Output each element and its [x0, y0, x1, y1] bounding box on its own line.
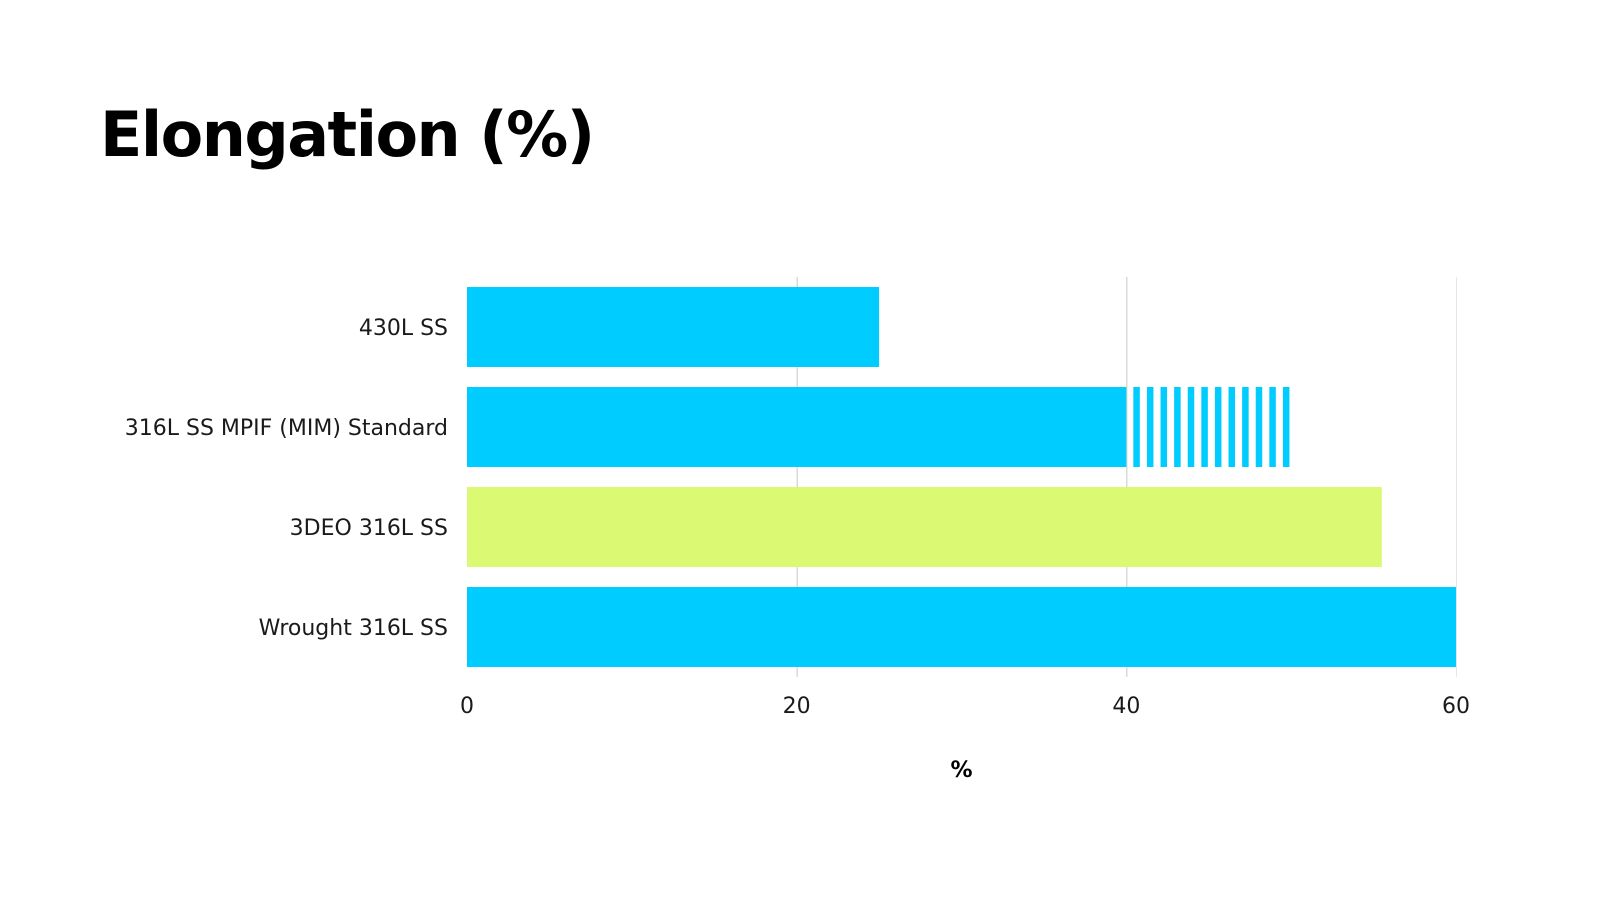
extension-stripe — [1187, 387, 1195, 467]
category-label-3deo-316l-ss: 3DEO 316L SS — [290, 516, 448, 541]
x-tick-label: 0 — [460, 694, 474, 719]
bar-3deo-316l-ss — [467, 487, 1382, 567]
extension-stripe — [1174, 387, 1181, 467]
x-tick-label: 40 — [1112, 694, 1140, 719]
extension-stripe — [1201, 387, 1208, 467]
extension-stripe — [1146, 387, 1154, 467]
category-label-wrought-316l-ss: Wrought 316L SS — [259, 616, 448, 641]
x-tick-label: 60 — [1442, 694, 1470, 719]
extension-stripe — [1242, 387, 1249, 467]
extension-stripe — [1133, 387, 1140, 467]
bar-extension-316l-ss-mpif-mim-standard — [1133, 387, 1290, 467]
extension-stripe — [1255, 387, 1263, 467]
bar-wrought-316l-ss — [467, 587, 1456, 667]
x-tick-labels: 0 20 40 60 — [460, 694, 1470, 719]
extension-stripe — [1269, 387, 1276, 467]
extension-stripe — [1228, 387, 1236, 467]
page-title: Elongation (%) — [100, 98, 595, 171]
category-label-316l-ss-mpif-mim-standard: 316L SS MPIF (MIM) Standard — [125, 416, 448, 441]
category-label-430l-ss: 430L SS — [359, 316, 448, 341]
bar-430l-ss — [467, 287, 880, 367]
x-axis-label: % — [950, 758, 972, 783]
extension-stripe — [1214, 387, 1222, 467]
extension-stripe — [1282, 387, 1290, 467]
extension-stripe — [1160, 387, 1168, 467]
x-tick-label: 20 — [783, 694, 811, 719]
bars — [467, 287, 1456, 667]
category-labels: 430L SS 316L SS MPIF (MIM) Standard 3DEO 3… — [125, 316, 448, 641]
bar-316l-ss-mpif-mim-standard — [467, 387, 1127, 467]
